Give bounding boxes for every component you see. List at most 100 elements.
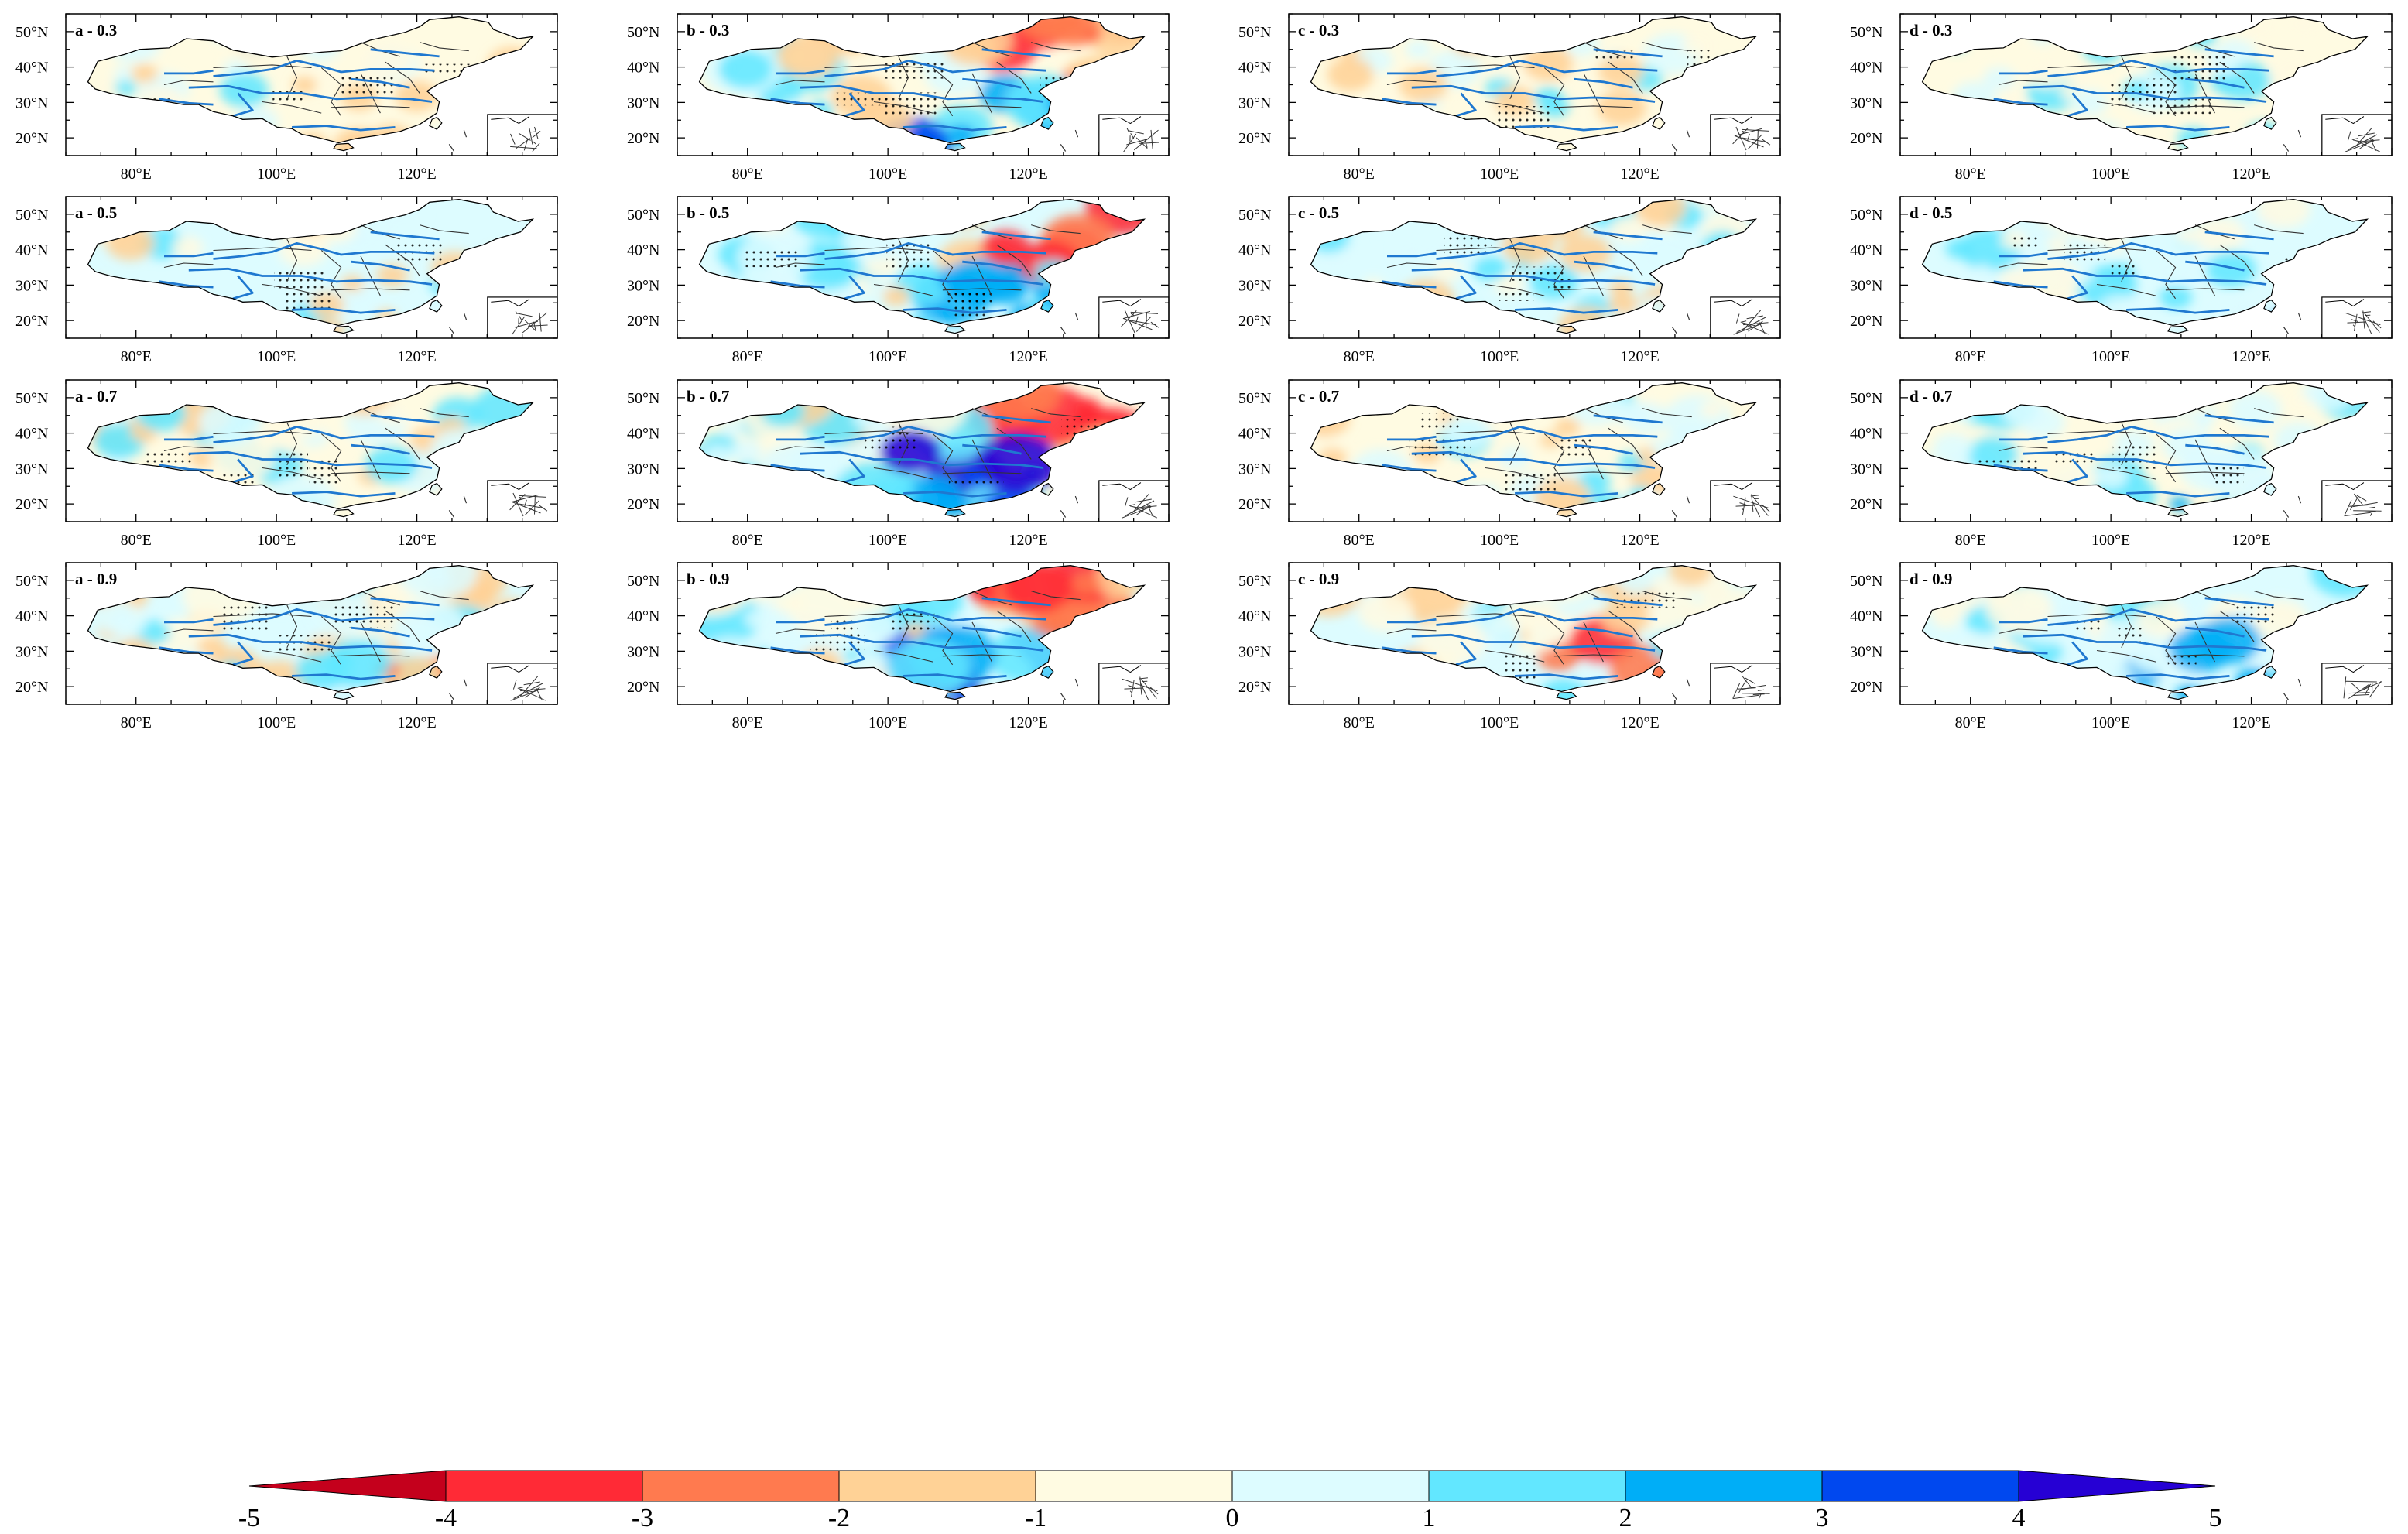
anomaly-field — [699, 199, 1145, 334]
hainan-outline — [1556, 325, 1577, 334]
lat-tick-label: 50°N — [627, 573, 659, 590]
anomaly-field — [699, 16, 1145, 151]
panel-label: d - 0.5 — [1910, 204, 1952, 222]
lon-tick-label: 100°E — [868, 532, 907, 549]
province-border — [262, 649, 322, 663]
lon-tick-label: 120°E — [397, 714, 436, 731]
province-border — [873, 467, 933, 480]
map-panel: b - 0.9 50°N 40°N 30°N 20°N 80°E 100°E 120°E — [627, 562, 1170, 731]
lat-tick-label: 30°N — [627, 461, 659, 478]
river — [1574, 443, 1633, 455]
lat-tick-label: 30°N — [15, 94, 48, 111]
province-border — [1543, 616, 1565, 666]
river — [164, 618, 214, 624]
river — [981, 48, 1051, 58]
province-border — [1553, 105, 1633, 108]
lon-tick-label: 100°E — [868, 714, 907, 731]
lon-tick-label: 100°E — [868, 166, 907, 183]
panel-label: d - 0.7 — [1910, 387, 1952, 406]
lat-tick-label: 40°N — [1238, 608, 1271, 625]
province-border — [1998, 628, 2048, 635]
river — [844, 641, 865, 666]
panel-label: b - 0.5 — [687, 204, 729, 222]
lat-tick-label: 40°N — [627, 242, 659, 259]
province-border — [2155, 250, 2177, 300]
map-panel: d - 0.7 50°N 40°N 30°N 20°N 80°E 100°E 120°E — [1850, 379, 2393, 549]
province-border — [331, 471, 410, 474]
lon-tick-label: 120°E — [1009, 532, 1047, 549]
river — [824, 426, 1046, 443]
river — [1382, 280, 1437, 289]
south-china-sea-inset — [1710, 114, 1781, 156]
river — [2023, 267, 2267, 286]
south-china-sea-inset — [1710, 663, 1781, 705]
lat-tick-label: 50°N — [15, 207, 48, 224]
river — [292, 307, 396, 314]
province-border — [932, 67, 954, 117]
hainan-outline — [944, 142, 966, 152]
lat-tick-label: 50°N — [15, 573, 48, 590]
lat-tick-label: 50°N — [15, 24, 48, 41]
colorbar-segment — [1625, 1470, 1823, 1502]
south-china-sea-inset — [1710, 480, 1781, 522]
river — [2047, 426, 2269, 443]
river — [351, 443, 410, 455]
river — [824, 60, 1046, 77]
anomaly-field — [1310, 382, 1756, 517]
province-border — [1031, 224, 1081, 235]
country-outline — [1310, 199, 1758, 327]
province-border — [2219, 610, 2255, 642]
lat-tick-label: 30°N — [1238, 643, 1271, 660]
country-outline — [87, 565, 535, 693]
lon-tick-label: 120°E — [397, 166, 436, 183]
colorbar-label: -4 — [435, 1504, 457, 1532]
province-border — [1998, 446, 2048, 452]
hainan-outline — [333, 142, 355, 152]
river — [2126, 307, 2230, 314]
river — [770, 280, 825, 289]
anomaly-field — [1310, 565, 1756, 700]
colorbar-segment — [1428, 1470, 1626, 1502]
river — [1515, 307, 1618, 314]
river — [1436, 60, 1658, 77]
lat-tick-label: 30°N — [1850, 643, 1882, 660]
country-outline — [1310, 382, 1758, 510]
country-outline — [1921, 16, 2369, 144]
province-border — [163, 80, 214, 86]
lon-tick-label: 100°E — [257, 714, 296, 731]
river — [800, 267, 1044, 286]
province-border — [1386, 628, 1437, 635]
taiwan-outline — [2263, 299, 2277, 313]
province-border — [213, 64, 312, 69]
hainan-outline — [944, 325, 966, 334]
province-border — [331, 654, 410, 657]
lat-tick-label: 50°N — [1850, 390, 1882, 407]
river — [1999, 435, 2048, 441]
lat-tick-label: 50°N — [1850, 573, 1882, 590]
river — [1382, 98, 1437, 106]
province-border — [2219, 61, 2255, 94]
province-border — [320, 616, 342, 666]
river — [2204, 48, 2274, 58]
lat-tick-label: 30°N — [1238, 94, 1271, 111]
province-border — [2165, 105, 2245, 108]
river — [1574, 260, 1633, 272]
river — [370, 414, 440, 424]
river — [1593, 48, 1663, 58]
hainan-outline — [2167, 325, 2189, 334]
lon-tick-label: 80°E — [121, 166, 152, 183]
province-border — [1608, 610, 1643, 642]
lon-tick-label: 100°E — [257, 166, 296, 183]
panel-label: d - 0.9 — [1910, 570, 1952, 588]
river — [164, 69, 214, 75]
country-outline — [1921, 565, 2369, 693]
river — [188, 450, 433, 469]
river — [962, 443, 1022, 455]
province-border — [824, 64, 923, 69]
lat-tick-label: 40°N — [627, 608, 659, 625]
lon-tick-label: 120°E — [1009, 348, 1047, 365]
province-border — [320, 250, 342, 300]
province-border — [163, 628, 214, 635]
country-outline — [1921, 382, 2369, 510]
taiwan-outline — [1652, 116, 1666, 130]
